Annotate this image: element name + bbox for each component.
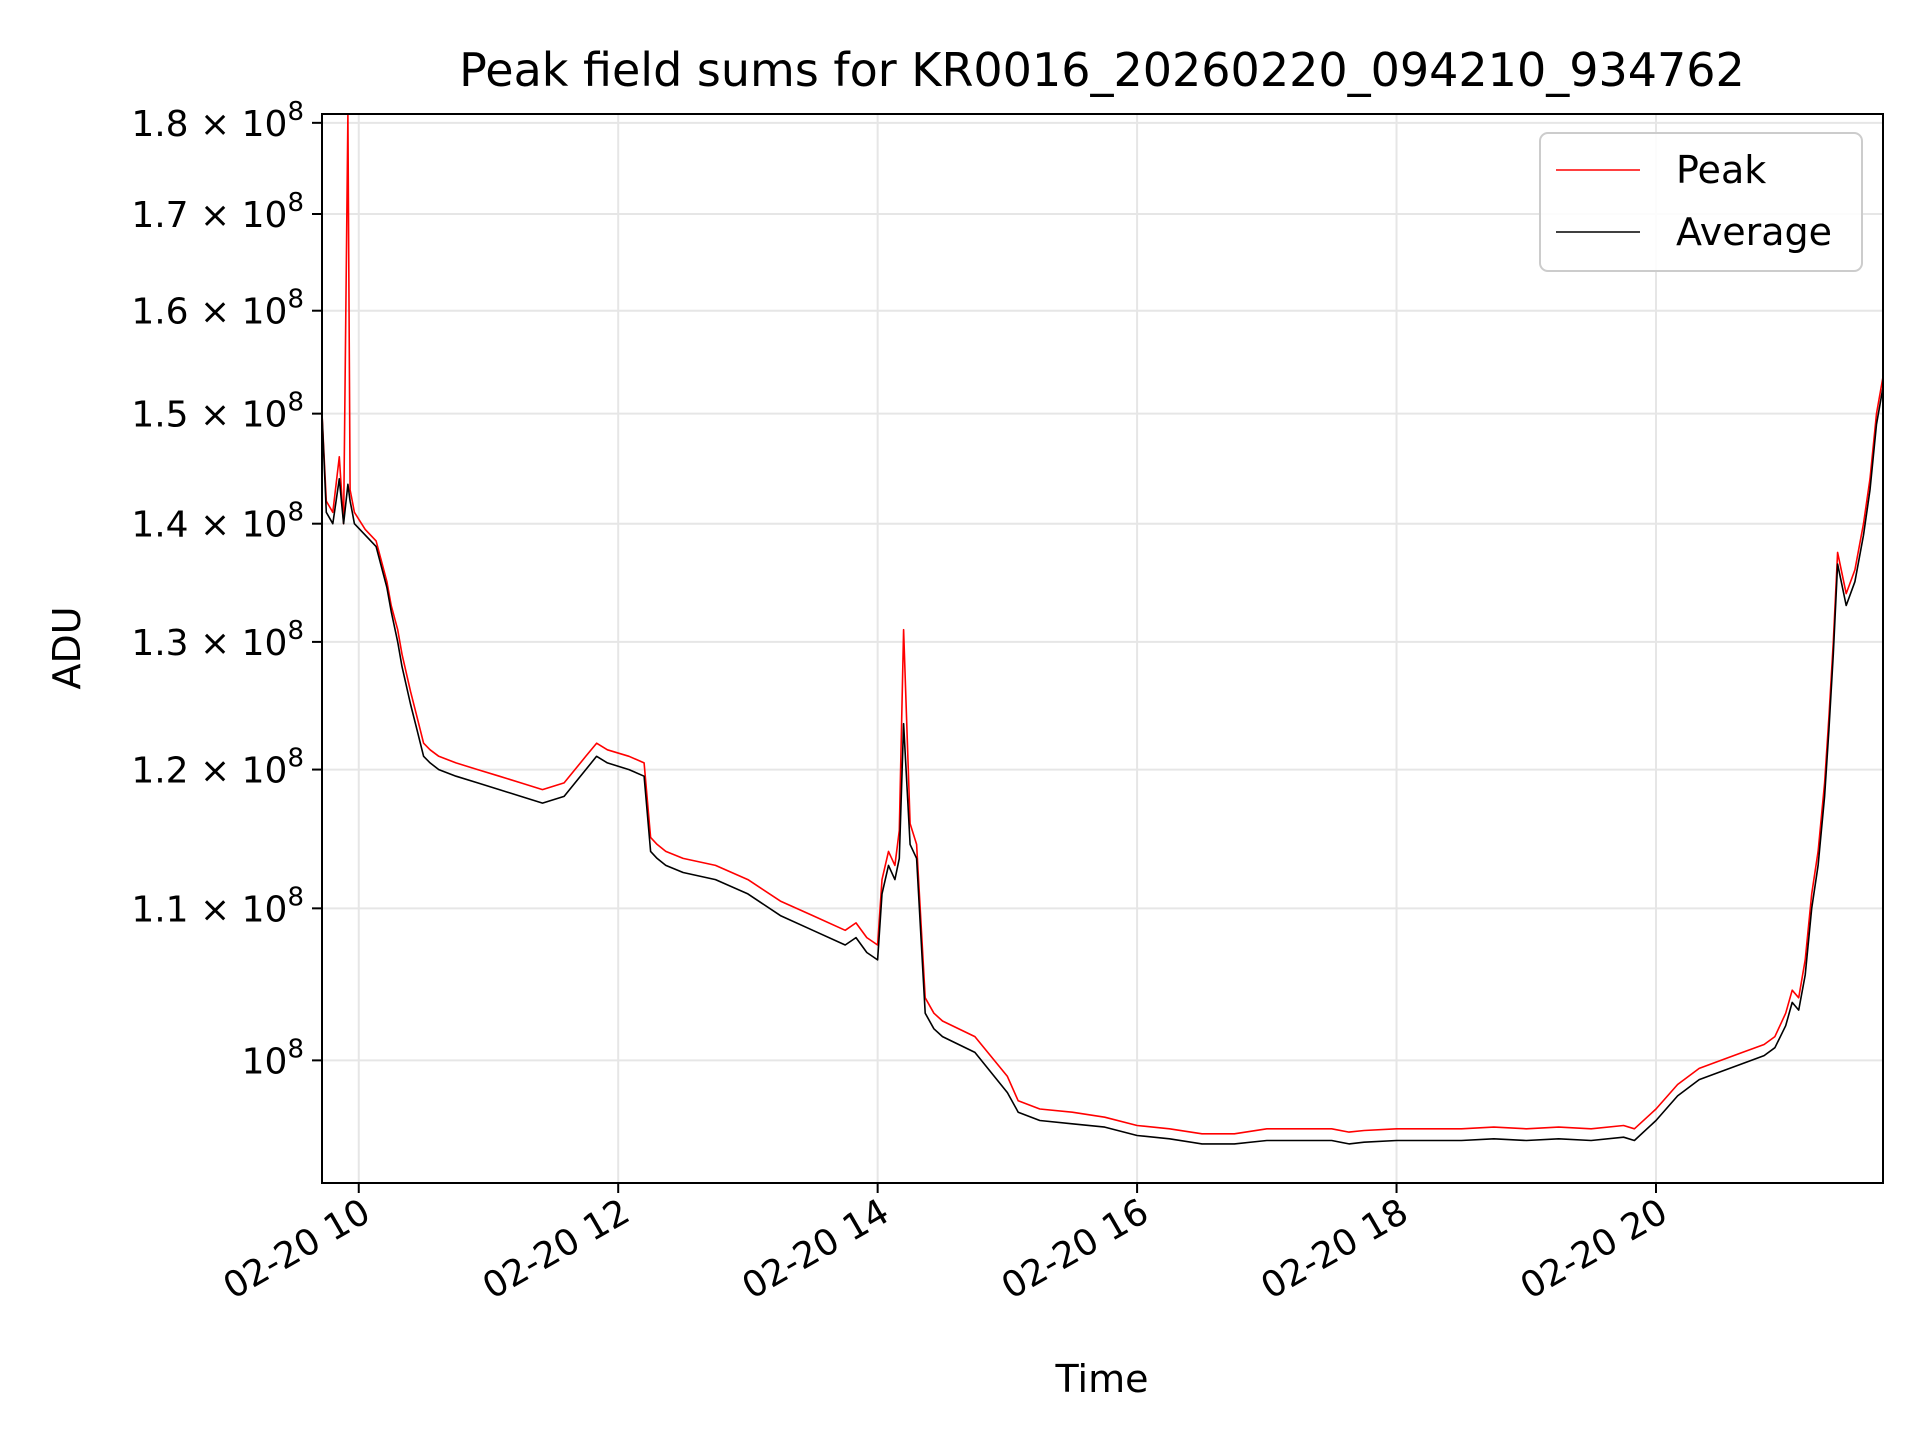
y-tick-label: 1.6 × 108 <box>131 285 304 333</box>
y-tick-label: 1.5 × 108 <box>131 388 304 436</box>
legend-label-average: Average <box>1676 210 1832 254</box>
chart-title: Peak field sums for KR0016_20260220_0942… <box>459 43 1745 97</box>
series-line-peak <box>322 114 1883 1135</box>
legend-label-peak: Peak <box>1676 148 1766 192</box>
y-tick-label: 108 <box>242 1034 304 1082</box>
y-tick-label: 1.1 × 108 <box>131 882 304 930</box>
y-tick-base: 1.4 × 10 <box>131 505 287 546</box>
y-tick-exponent: 8 <box>287 388 304 418</box>
y-tick-exponent: 8 <box>287 882 304 912</box>
y-tick-label: 1.7 × 108 <box>131 188 304 236</box>
y-tick-exponent: 8 <box>287 744 304 774</box>
legend-box <box>1539 132 1863 272</box>
series-line-average <box>322 387 1883 1145</box>
series-layer <box>322 114 1883 1145</box>
y-tick-exponent: 8 <box>287 188 304 218</box>
y-tick-base: 1.1 × 10 <box>131 889 287 930</box>
y-tick-label: 1.8 × 108 <box>131 97 304 145</box>
y-tick-label: 1.3 × 108 <box>131 616 304 664</box>
y-tick-base: 1.2 × 10 <box>131 751 287 792</box>
y-tick-exponent: 8 <box>287 498 304 528</box>
plot-frame <box>321 113 1884 1184</box>
y-tick-exponent: 8 <box>287 1034 304 1064</box>
y-tick-base: 1.3 × 10 <box>131 623 287 664</box>
y-tick-label: 1.2 × 108 <box>131 744 304 792</box>
y-tick-base: 1.7 × 10 <box>131 195 287 236</box>
x-axis-label: Time <box>1055 1357 1149 1401</box>
y-tick-base: 1.5 × 10 <box>131 395 287 436</box>
grid-lines <box>322 114 1883 1183</box>
y-tick-exponent: 8 <box>287 285 304 315</box>
y-tick-base: 10 <box>242 1041 288 1082</box>
y-tick-exponent: 8 <box>287 616 304 646</box>
y-tick-label: 1.4 × 108 <box>131 498 304 546</box>
y-tick-exponent: 8 <box>287 97 304 127</box>
y-tick-base: 1.8 × 10 <box>131 104 287 145</box>
y-axis-label: ADU <box>45 606 89 689</box>
legend: Peak Average <box>1539 132 1863 272</box>
y-tick-base: 1.6 × 10 <box>131 292 287 333</box>
